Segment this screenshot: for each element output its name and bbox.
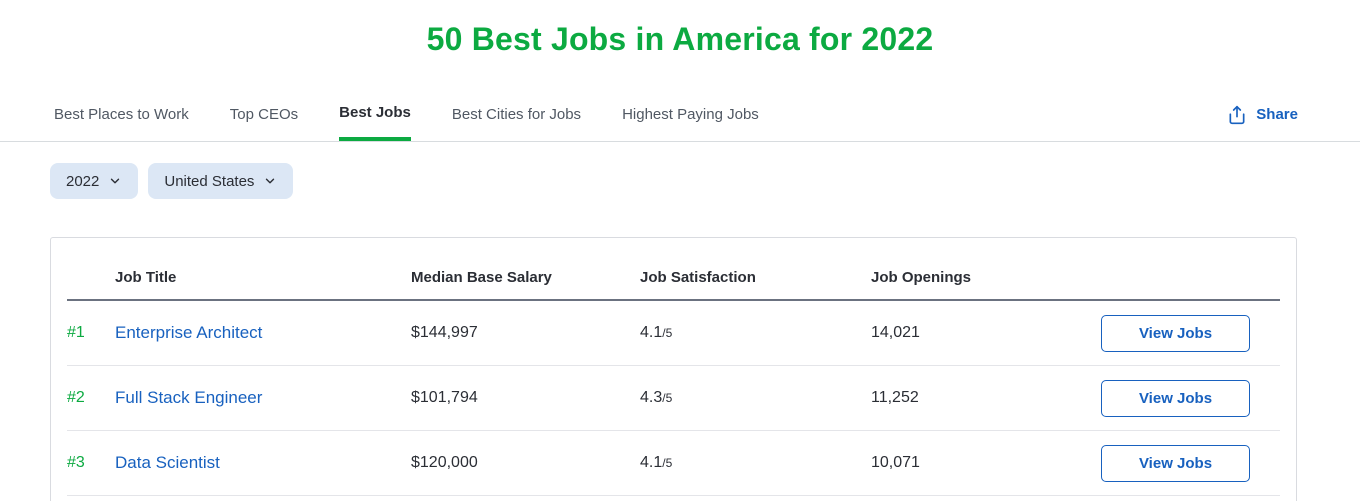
- job-title-link[interactable]: Data Scientist: [115, 453, 220, 472]
- chevron-down-icon: [263, 174, 277, 188]
- share-icon: [1227, 104, 1247, 126]
- table-row: #2 Full Stack Engineer $101,794 4.3/5 11…: [67, 366, 1280, 431]
- job-openings-value: 11,252: [871, 389, 919, 406]
- job-openings-column-header: Job Openings: [871, 269, 972, 286]
- page-header: 50 Best Jobs in America for 2022: [0, 0, 1360, 59]
- share-label: Share: [1256, 106, 1298, 123]
- job-satisfaction-value: 4.3/5: [640, 389, 673, 406]
- location-dropdown[interactable]: United States: [148, 163, 294, 199]
- job-satisfaction-column-header: Job Satisfaction: [640, 269, 756, 286]
- chevron-down-icon: [108, 174, 122, 188]
- rank-badge: #2: [67, 389, 85, 406]
- filters: 2022 United States: [50, 163, 1360, 199]
- share-button[interactable]: Share: [1227, 88, 1298, 141]
- view-jobs-button[interactable]: View Jobs: [1101, 379, 1250, 417]
- page-title: 50 Best Jobs in America for 2022: [426, 21, 934, 57]
- satisfaction-denominator: /5: [662, 326, 673, 340]
- table-row: #1 Enterprise Architect $144,997 4.1/5 1…: [67, 301, 1280, 366]
- tab-nav: Best Places to Work Top CEOs Best Jobs B…: [0, 88, 1360, 142]
- job-title-column-header: Job Title: [115, 269, 177, 286]
- rank-badge: #1: [67, 324, 85, 341]
- year-dropdown[interactable]: 2022: [50, 163, 139, 199]
- tab-best-jobs[interactable]: Best Jobs: [339, 88, 411, 141]
- satisfaction-denominator: /5: [662, 456, 673, 470]
- year-dropdown-value: 2022: [66, 172, 100, 190]
- median-base-salary-value: $120,000: [411, 454, 478, 471]
- job-satisfaction-value: 4.1/5: [640, 454, 673, 471]
- satisfaction-denominator: /5: [662, 391, 673, 405]
- median-base-salary-value: $101,794: [411, 389, 478, 406]
- tab-best-cities-for-jobs[interactable]: Best Cities for Jobs: [451, 106, 582, 123]
- job-openings-value: 10,071: [871, 454, 920, 471]
- table-row: #3 Data Scientist $120,000 4.1/5 10,071 …: [67, 431, 1280, 496]
- table-header-row: Job Title Median Base Salary Job Satisfa…: [67, 238, 1280, 301]
- location-dropdown-value: United States: [164, 172, 255, 190]
- job-openings-value: 14,021: [871, 324, 920, 341]
- median-base-salary-value: $144,997: [411, 324, 478, 341]
- tab-highest-paying-jobs[interactable]: Highest Paying Jobs: [622, 106, 759, 123]
- job-title-link[interactable]: Enterprise Architect: [115, 323, 263, 342]
- median-base-salary-column-header: Median Base Salary: [411, 269, 552, 286]
- best-jobs-card: Job Title Median Base Salary Job Satisfa…: [50, 237, 1297, 501]
- job-title-link[interactable]: Full Stack Engineer: [115, 388, 263, 407]
- view-jobs-button[interactable]: View Jobs: [1101, 444, 1250, 482]
- rank-badge: #3: [67, 454, 85, 471]
- tab-top-ceos[interactable]: Top CEOs: [229, 106, 299, 123]
- job-satisfaction-value: 4.1/5: [640, 324, 673, 341]
- view-jobs-button[interactable]: View Jobs: [1101, 314, 1250, 352]
- tab-best-places-to-work[interactable]: Best Places to Work: [54, 106, 189, 123]
